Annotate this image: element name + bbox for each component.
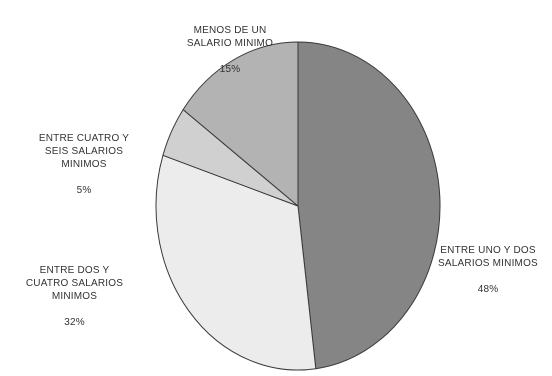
label-entre-uno-y-dos: ENTRE UNO Y DOS SALARIOS MINIMOS 48%: [438, 245, 538, 295]
pie-slice-0: [297, 41, 441, 370]
pie-slice-1: [155, 154, 317, 371]
pie-slice-3: [182, 41, 299, 207]
label-entre-cuatro-y-seis: ENTRE CUATRO Y SEIS SALARIOS MINIMOS 5%: [38, 133, 130, 196]
label-entre-dos-y-cuatro: ENTRE DOS Y CUATRO SALARIOS MINIMOS 32%: [25, 265, 124, 328]
label-menos-de-un: MENOS DE UN SALARIO MINIMO 15%: [186, 25, 274, 75]
